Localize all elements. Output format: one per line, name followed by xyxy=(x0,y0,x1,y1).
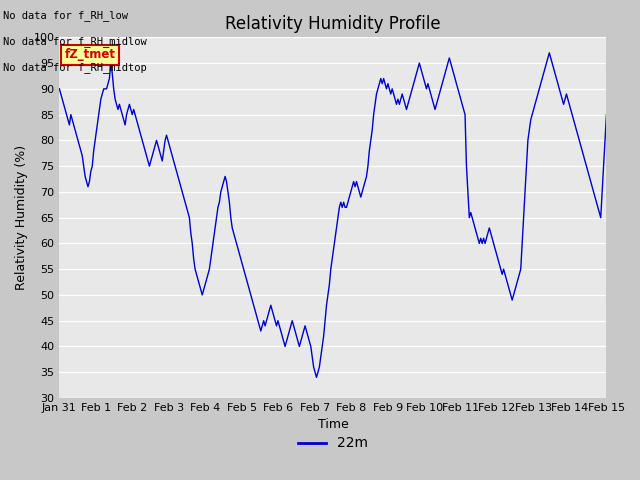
Text: No data for f_RH_low: No data for f_RH_low xyxy=(3,10,128,21)
Title: Relativity Humidity Profile: Relativity Humidity Profile xyxy=(225,15,441,33)
Text: No data for f_RH_midlow: No data for f_RH_midlow xyxy=(3,36,147,47)
Legend: 22m: 22m xyxy=(292,431,373,456)
X-axis label: Time: Time xyxy=(317,419,348,432)
Text: No data for f_RH_midtop: No data for f_RH_midtop xyxy=(3,62,147,73)
Y-axis label: Relativity Humidity (%): Relativity Humidity (%) xyxy=(15,145,28,290)
Text: fZ_tmet: fZ_tmet xyxy=(65,48,116,61)
